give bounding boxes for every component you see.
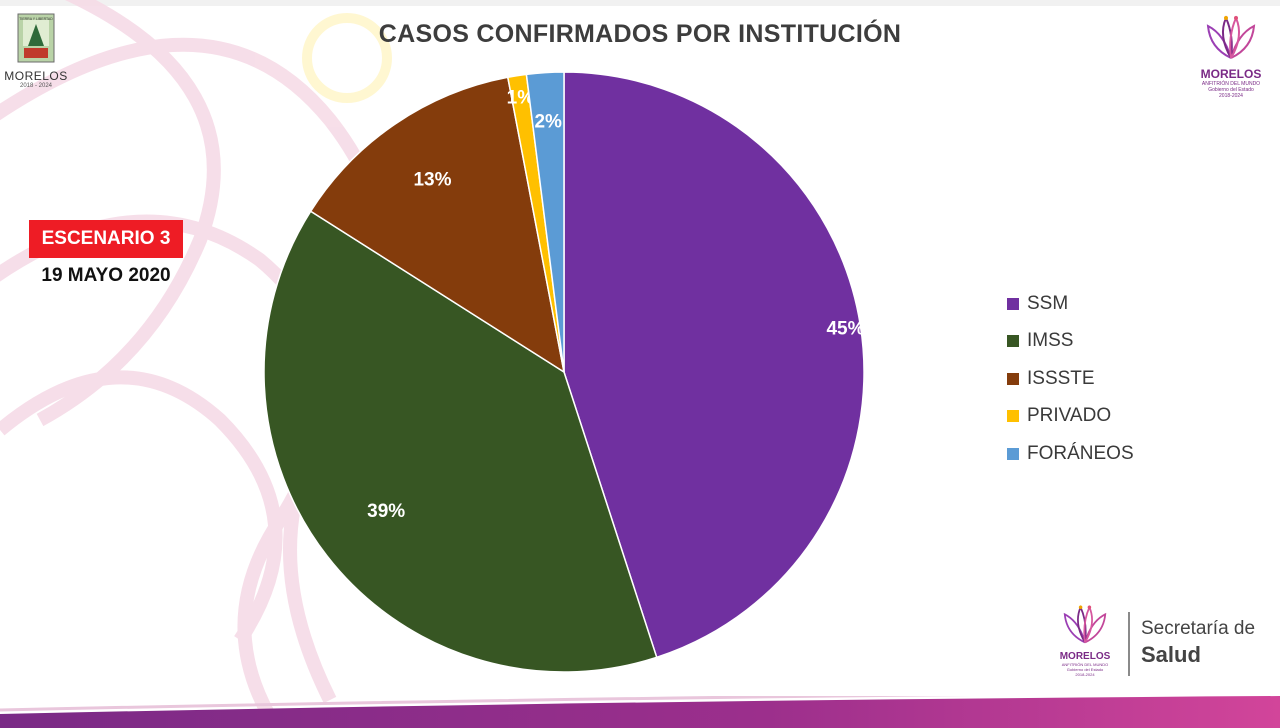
legend-swatch — [1007, 335, 1019, 348]
pie-data-label-issste: 13% — [413, 170, 451, 191]
legend-label: IMSS — [1027, 330, 1074, 352]
legend-item-issste: ISSSTE — [1007, 360, 1134, 398]
legend-label: SSM — [1027, 292, 1069, 314]
left-logo-name: MORELOS — [4, 69, 68, 83]
legend-swatch — [1007, 410, 1019, 423]
bottom-logo-name: MORELOS — [1059, 651, 1111, 662]
secretaria-salud-logo: Secretaría de Salud — [1141, 618, 1255, 668]
morelos-seal-logo: TIERRA Y LIBERTAD MORELOS 2018 - 2024 — [4, 12, 68, 89]
legend-item-foráneos: FORÁNEOS — [1007, 435, 1134, 473]
right-logo-sub: Gobierno del Estado — [1208, 87, 1254, 93]
pie-data-label-ssm: 45% — [826, 318, 864, 339]
pie-data-label-foráneos: 2% — [534, 112, 562, 133]
legend-item-privado: PRIVADO — [1007, 398, 1134, 436]
legend-swatch — [1007, 372, 1019, 385]
svg-text:TIERRA Y LIBERTAD: TIERRA Y LIBERTAD — [19, 17, 53, 21]
scenario-badge: ESCENARIO 3 — [29, 220, 183, 258]
pie-data-label-privado: 1% — [507, 87, 535, 108]
page-title: CASOS CONFIRMADOS POR INSTITUCIÓN — [378, 20, 902, 48]
seal-icon: TIERRA Y LIBERTAD — [17, 13, 55, 63]
pie-data-label-imss: 39% — [367, 501, 405, 522]
morelos-flower-logo: MORELOS ANFITRIÓN DEL MUNDO Gobierno del… — [1193, 12, 1269, 99]
pie-slice-issste — [309, 76, 566, 374]
lotus-icon — [1063, 605, 1107, 644]
right-logo-years: 2018-2024 — [1219, 93, 1243, 99]
secretaria-divider — [1128, 612, 1130, 676]
morelos-flower-logo-bottom: MORELOS ANFITRIÓN DEL MUNDO Gobierno del… — [1051, 602, 1119, 677]
footer-band — [0, 696, 1280, 728]
date-label: 19 MAYO 2020 — [41, 265, 171, 286]
legend-item-ssm: SSM — [1007, 285, 1134, 323]
legend-label: ISSSTE — [1027, 367, 1095, 389]
bottom-logo-tagline: ANFITRIÓN DEL MUNDO — [1061, 662, 1109, 667]
right-logo-name: MORELOS — [1200, 67, 1262, 81]
bottom-logo-sub: Gobierno del Estado — [1066, 667, 1104, 672]
right-logo-tagline: ANFITRIÓN DEL MUNDO — [1201, 81, 1261, 87]
secretaria-line2: Salud — [1141, 642, 1201, 667]
legend-swatch — [1007, 447, 1019, 460]
pie-slice-ssm — [563, 71, 865, 659]
top-rule — [0, 0, 1280, 6]
legend-label: FORÁNEOS — [1027, 442, 1134, 464]
bottom-logo-years: 2018-2024 — [1075, 672, 1095, 677]
legend-label: PRIVADO — [1027, 405, 1112, 427]
secretaria-line1: Secretaría de — [1141, 618, 1256, 639]
pie-slice-imss — [263, 210, 658, 673]
pie-slice-foráneos — [525, 71, 565, 373]
chart-legend: SSM IMSS ISSSTE PRIVADO FORÁNEOS — [1007, 285, 1134, 473]
legend-swatch — [1007, 297, 1019, 310]
legend-item-imss: IMSS — [1007, 323, 1134, 361]
lotus-icon — [1206, 15, 1256, 59]
left-logo-years: 2018 - 2024 — [19, 83, 53, 89]
